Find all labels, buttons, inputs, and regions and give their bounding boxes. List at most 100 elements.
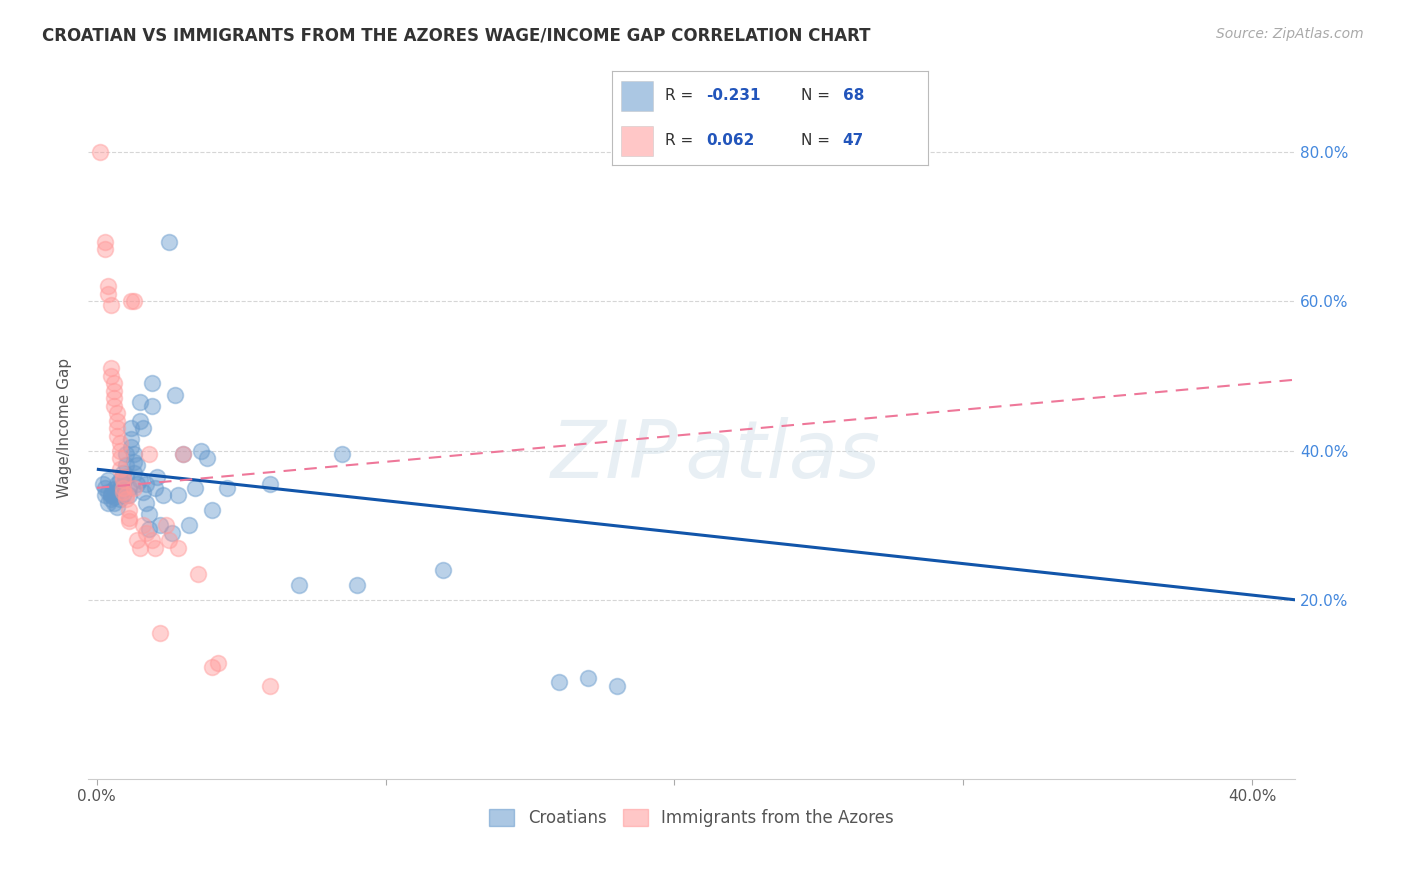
Point [141, 533, 163, 548]
Point [172, 447, 194, 461]
Point [105, 421, 128, 435]
Text: R =: R = [665, 88, 699, 103]
Point [152, 488, 174, 502]
Point [157, 235, 180, 249]
Point [117, 503, 139, 517]
Text: CROATIAN VS IMMIGRANTS FROM THE AZORES WAGE/INCOME GAP CORRELATION CHART: CROATIAN VS IMMIGRANTS FROM THE AZORES W… [42, 27, 870, 45]
Point [111, 466, 134, 480]
Point [606, 679, 628, 693]
Point [288, 578, 311, 592]
Point [143, 481, 166, 495]
Point [172, 447, 194, 461]
Text: 47: 47 [842, 133, 863, 148]
Point [576, 671, 599, 685]
Point [94, 481, 117, 495]
Point [135, 525, 157, 540]
Point [138, 522, 160, 536]
Point [89, 145, 111, 159]
Point [114, 488, 136, 502]
Point [94, 235, 117, 249]
Point [100, 361, 122, 376]
Point [138, 507, 160, 521]
Point [132, 484, 155, 499]
Point [124, 481, 146, 495]
Point [105, 428, 128, 442]
Point [187, 566, 209, 581]
Point [127, 533, 149, 548]
Point [100, 368, 122, 383]
Point [121, 294, 143, 309]
Text: -0.231: -0.231 [707, 88, 761, 103]
Point [100, 298, 122, 312]
Text: 68: 68 [842, 88, 863, 103]
Point [179, 518, 201, 533]
Point [146, 469, 169, 483]
Point [108, 462, 131, 476]
Bar [621, 81, 652, 111]
Point [103, 376, 125, 391]
Y-axis label: Wage/Income Gap: Wage/Income Gap [58, 358, 72, 499]
Point [432, 563, 454, 577]
Point [149, 626, 172, 640]
Point [94, 242, 117, 256]
Point [346, 578, 368, 592]
Point [121, 433, 143, 447]
Point [259, 679, 281, 693]
Text: ZIP atlas: ZIP atlas [551, 417, 882, 495]
Point [111, 481, 134, 495]
Point [132, 518, 155, 533]
Point [108, 443, 131, 458]
Point [215, 481, 238, 495]
Point [111, 488, 134, 502]
Point [97, 286, 120, 301]
Text: R =: R = [665, 133, 699, 148]
Point [111, 474, 134, 488]
Point [105, 500, 128, 514]
Point [108, 491, 131, 506]
Point [108, 481, 131, 495]
Point [138, 447, 160, 461]
Point [127, 458, 149, 473]
Legend: Croatians, Immigrants from the Azores: Croatians, Immigrants from the Azores [482, 802, 901, 834]
Point [135, 477, 157, 491]
Point [108, 450, 131, 465]
Point [127, 477, 149, 491]
Point [105, 414, 128, 428]
Point [105, 477, 128, 491]
Point [129, 541, 152, 555]
Point [132, 421, 155, 435]
Point [135, 496, 157, 510]
Point [184, 481, 207, 495]
Point [103, 496, 125, 510]
Point [124, 294, 146, 309]
Point [114, 469, 136, 483]
Text: N =: N = [801, 88, 835, 103]
Point [105, 406, 128, 420]
Point [548, 674, 571, 689]
Point [117, 481, 139, 495]
Point [149, 518, 172, 533]
Point [103, 392, 125, 406]
Point [91, 477, 114, 491]
Point [111, 477, 134, 491]
Point [259, 477, 281, 491]
Point [141, 399, 163, 413]
Point [100, 487, 122, 501]
Point [129, 414, 152, 428]
Point [97, 279, 120, 293]
Text: 0.062: 0.062 [707, 133, 755, 148]
Point [97, 474, 120, 488]
Point [103, 483, 125, 497]
Point [160, 525, 183, 540]
Point [121, 421, 143, 435]
Point [100, 488, 122, 502]
Point [143, 541, 166, 555]
Point [124, 447, 146, 461]
Point [94, 488, 117, 502]
Point [166, 541, 188, 555]
Point [114, 491, 136, 506]
Point [166, 488, 188, 502]
Point [117, 488, 139, 502]
Point [157, 533, 180, 548]
Point [201, 503, 224, 517]
